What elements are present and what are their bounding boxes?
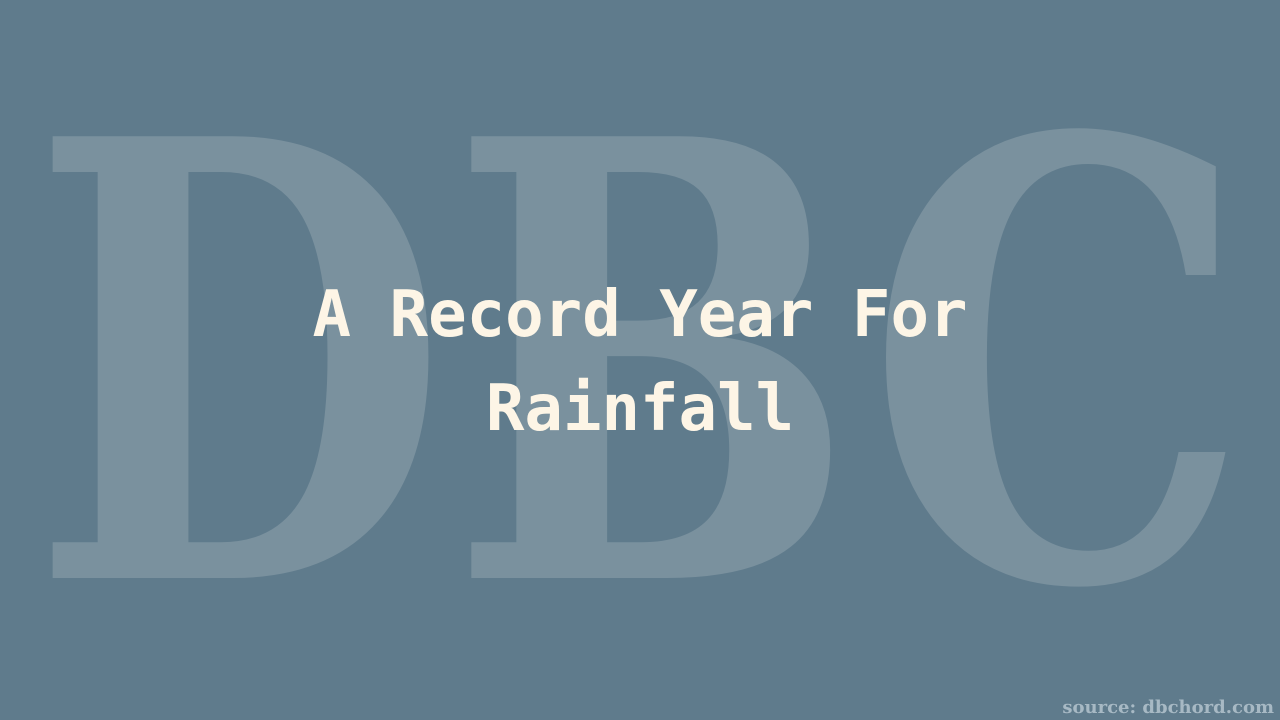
- title-line-2: Rainfall: [485, 372, 795, 446]
- page-title: A Record Year For Rainfall: [0, 268, 1280, 456]
- title-line-1: A Record Year For: [312, 278, 968, 352]
- source-credit: source: dbchord.com: [1062, 697, 1274, 718]
